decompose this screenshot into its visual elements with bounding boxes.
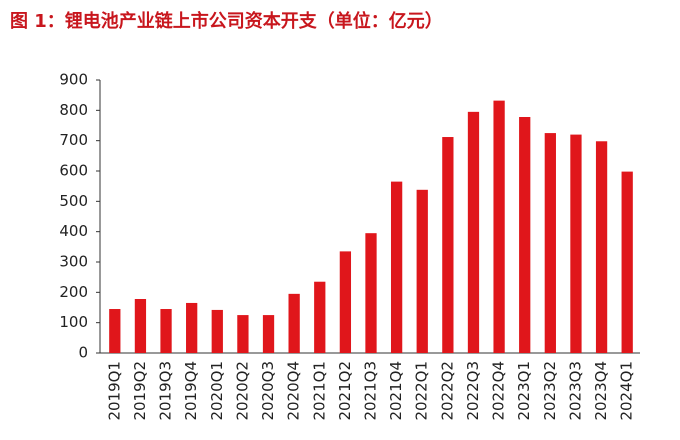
x-tick-label: 2020Q4	[285, 361, 303, 421]
y-tick-label: 400	[59, 222, 88, 240]
bar	[467, 111, 480, 353]
x-tick-label: 2020Q3	[259, 361, 277, 421]
y-tick-label: 900	[59, 71, 88, 89]
x-tick-label: 2019Q1	[105, 361, 123, 421]
x-tick-label: 2021Q4	[387, 361, 405, 421]
bar	[442, 137, 454, 353]
chart-title: 图 1：锂电池产业链上市公司资本开支（单位：亿元）	[10, 10, 443, 32]
bar	[493, 100, 505, 353]
y-tick-label: 200	[59, 283, 88, 301]
bar	[519, 117, 531, 353]
x-tick-label: 2023Q2	[541, 361, 559, 421]
y-tick-label: 700	[59, 131, 88, 149]
bar	[390, 181, 403, 353]
x-tick-label: 2022Q4	[490, 361, 508, 421]
y-tick-label: 100	[59, 313, 88, 331]
x-tick-label: 2022Q1	[413, 361, 431, 421]
bar	[544, 133, 556, 353]
x-tick-label: 2024Q1	[618, 361, 636, 421]
y-tick-label: 300	[59, 253, 88, 271]
bar	[211, 309, 223, 353]
x-tick-label: 2021Q3	[362, 361, 380, 421]
x-tick-label: 2022Q2	[438, 361, 456, 421]
x-tick-label: 2023Q3	[566, 361, 584, 421]
bar	[339, 251, 352, 353]
bar	[186, 302, 198, 353]
bar	[416, 189, 428, 353]
x-tick-label: 2020Q1	[208, 361, 226, 421]
x-tick-label: 2021Q1	[310, 361, 328, 421]
bar	[134, 299, 147, 353]
x-tick-label: 2019Q2	[131, 361, 149, 421]
bar	[314, 281, 326, 353]
x-tick-label: 2022Q3	[464, 361, 482, 421]
x-tick-label: 2019Q4	[182, 361, 200, 421]
bar	[288, 293, 300, 353]
x-tick-label: 2023Q4	[592, 361, 610, 421]
y-tick-label: 600	[59, 162, 88, 180]
y-tick-label: 800	[59, 101, 88, 119]
bar	[595, 141, 608, 353]
bar	[621, 171, 633, 353]
x-tick-label: 2020Q2	[233, 361, 251, 421]
bar	[109, 309, 121, 353]
bar	[262, 315, 275, 353]
bar	[570, 134, 582, 353]
x-tick-label: 2019Q3	[157, 361, 175, 421]
x-tick-label: 2021Q2	[336, 361, 354, 421]
x-tick-label: 2023Q1	[515, 361, 533, 421]
bar	[237, 315, 249, 353]
y-tick-label: 0	[78, 344, 88, 362]
bar	[365, 233, 377, 353]
y-tick-label: 500	[59, 192, 88, 210]
bar	[160, 309, 172, 353]
